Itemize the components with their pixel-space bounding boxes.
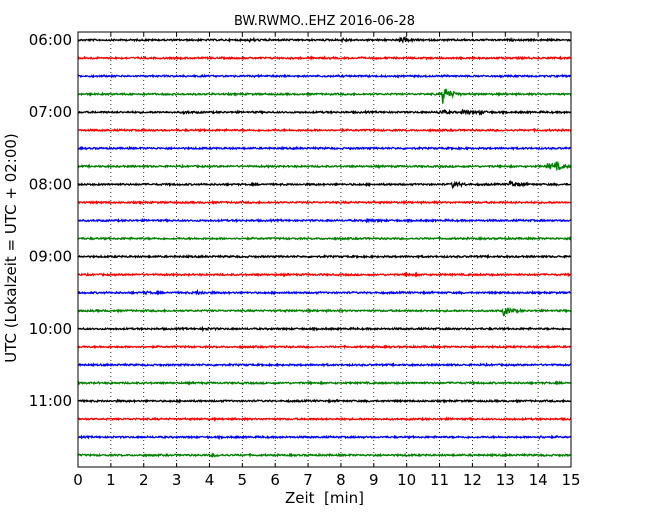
x-tick-label: 12 <box>463 471 482 489</box>
trace-0645 <box>77 88 572 104</box>
x-tick-label: 8 <box>336 471 346 489</box>
y-tick-label: 08:00 <box>29 175 72 193</box>
ticks-layer: 0 1 2 3 4 5 6 7 8 9 10 11 12 13 14 1506:0007:0008:0009:… <box>29 31 581 489</box>
y-tick-label: 10:00 <box>29 320 72 338</box>
traces-layer <box>77 35 572 459</box>
x-tick-label: 5 <box>238 471 248 489</box>
trace-1045 <box>77 380 572 386</box>
trace-0845 <box>77 235 572 242</box>
trace-1115 <box>77 416 572 422</box>
x-tick-label: 11 <box>430 471 449 489</box>
trace-0915 <box>77 271 572 278</box>
trace-0930 <box>77 288 572 296</box>
y-tick-label: 06:00 <box>29 31 72 49</box>
x-tick-label: 0 <box>73 471 83 489</box>
trace-1130 <box>77 434 572 440</box>
trace-0615 <box>77 55 572 61</box>
trace-0715 <box>77 127 572 134</box>
x-axis-label: Zeit [min] <box>285 489 364 507</box>
x-tick-label: 1 <box>106 471 116 489</box>
x-tick-label: 7 <box>303 471 313 489</box>
trace-0900 <box>77 253 572 260</box>
trace-1145 <box>77 452 572 459</box>
trace-1000 <box>77 325 572 333</box>
y-tick-label: 09:00 <box>29 248 72 266</box>
trace-0815 <box>77 199 572 206</box>
x-tick-label: 2 <box>139 471 149 489</box>
trace-1030 <box>77 361 572 368</box>
trace-0600 <box>77 35 572 44</box>
trace-1100 <box>77 398 572 404</box>
trace-0945 <box>77 306 572 317</box>
trace-0745 <box>77 160 572 171</box>
x-tick-label: 14 <box>529 471 548 489</box>
x-tick-label: 15 <box>561 471 580 489</box>
x-tick-label: 13 <box>496 471 515 489</box>
x-tick-label: 10 <box>397 471 416 489</box>
x-tick-label: 3 <box>172 471 182 489</box>
grid-layer <box>110 32 539 467</box>
trace-0730 <box>77 145 572 151</box>
y-tick-label: 07:00 <box>29 103 72 121</box>
plot-frame <box>77 31 572 468</box>
y-tick-label: 11:00 <box>29 392 72 410</box>
x-tick-label: 9 <box>369 471 379 489</box>
trace-1015 <box>77 343 572 350</box>
chart-title: BW.RWMO..EHZ 2016-06-28 <box>234 14 415 29</box>
y-axis-label: UTC (Lokalzeit = UTC + 02:00) <box>2 133 20 363</box>
x-tick-label: 4 <box>205 471 215 489</box>
trace-0700 <box>77 108 572 116</box>
trace-0800 <box>77 180 572 190</box>
x-tick-label: 6 <box>270 471 280 489</box>
trace-0830 <box>77 217 572 224</box>
trace-0630 <box>77 73 572 79</box>
